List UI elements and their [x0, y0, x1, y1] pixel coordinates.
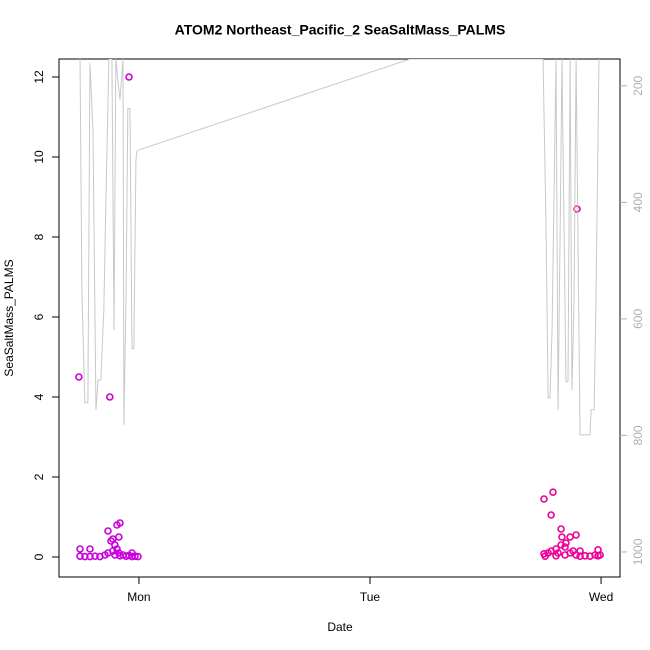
data-point — [76, 545, 84, 553]
y-tick-label: 10 — [32, 150, 46, 164]
data-point — [573, 205, 581, 213]
data-point — [557, 525, 565, 533]
data-point — [125, 73, 133, 81]
y-axis-label: SeaSaltMass_PALMS — [2, 259, 16, 376]
data-point — [558, 533, 566, 541]
data-point — [104, 527, 112, 535]
data-point — [86, 545, 94, 553]
y-tick-label: 12 — [32, 70, 46, 84]
data-point — [547, 511, 555, 519]
x-tick-label: Wed — [589, 590, 613, 604]
data-point — [561, 543, 569, 551]
data-point — [540, 495, 548, 503]
data-point — [115, 533, 123, 541]
y-tick-label: 0 — [32, 553, 46, 560]
y-tick-label: 4 — [32, 393, 46, 400]
y-tick-label: 8 — [32, 233, 46, 240]
x-tick-label: Mon — [127, 590, 150, 604]
y-tick-label: 2 — [32, 473, 46, 480]
data-point — [131, 552, 139, 561]
y2-tick-label: 800 — [631, 425, 645, 445]
data-point — [76, 552, 84, 561]
data-point — [562, 539, 570, 547]
y2-tick-label: 1000 — [631, 538, 645, 565]
plot-area — [75, 59, 604, 561]
data-point — [86, 552, 94, 561]
data-point — [134, 552, 142, 561]
data-point — [572, 531, 580, 539]
data-point — [81, 552, 89, 561]
y2-tick-label: 600 — [631, 309, 645, 329]
data-point — [596, 551, 604, 559]
y2-tick-label: 200 — [631, 75, 645, 95]
data-point — [566, 533, 574, 541]
x-tick-label: Tue — [360, 590, 381, 604]
data-point — [116, 519, 124, 527]
x-axis-label: Date — [327, 620, 353, 634]
y2-tick-label: 400 — [631, 192, 645, 212]
pressure-line — [79, 59, 600, 436]
chart-title: ATOM2 Northeast_Pacific_2 SeaSaltMass_PA… — [175, 22, 506, 38]
data-point — [91, 552, 99, 561]
data-point — [549, 488, 557, 497]
data-point — [75, 373, 83, 381]
data-point — [113, 545, 121, 553]
y-tick-label: 6 — [32, 313, 46, 320]
data-point — [576, 552, 584, 561]
data-point — [106, 393, 114, 401]
plot-box — [58, 58, 621, 578]
data-point — [572, 551, 580, 559]
data-point — [554, 549, 562, 557]
data-point — [581, 551, 589, 560]
